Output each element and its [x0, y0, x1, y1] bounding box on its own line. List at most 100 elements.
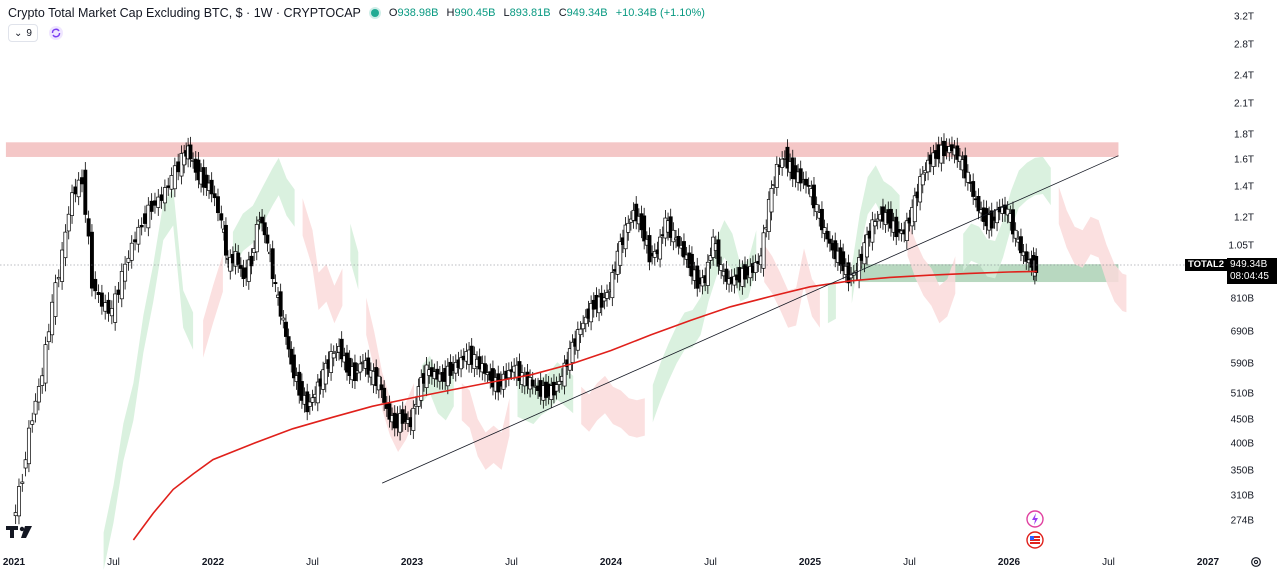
gear-icon[interactable] [1250, 556, 1262, 568]
candle-body [918, 176, 923, 203]
candle-body [822, 227, 827, 234]
candle-body [228, 256, 233, 272]
candle-body [260, 216, 265, 224]
chart-title[interactable]: Crypto Total Market Cap Excluding BTC, $… [8, 6, 361, 20]
candle-body [219, 213, 224, 221]
symbol-label: TOTAL2 [1185, 259, 1228, 271]
candle-body [682, 241, 686, 258]
candle-body [36, 386, 41, 403]
cloud-bull [652, 220, 757, 423]
candle-body [284, 321, 288, 337]
candle-body [116, 289, 121, 295]
candle-body [634, 203, 639, 222]
candle-body [1005, 208, 1010, 216]
sync-icon[interactable] [48, 25, 64, 41]
chart-header: Crypto Total Market Cap Excluding BTC, $… [8, 4, 705, 22]
candle-body [578, 328, 583, 335]
candle-body [339, 338, 344, 360]
candle-body [785, 146, 790, 169]
price-tick: 400B [1230, 438, 1254, 450]
price-tick: 510B [1230, 388, 1254, 400]
candle-body [273, 282, 278, 285]
ohlc-values: O938.98B H990.45B L893.81B C949.34B +10.… [389, 7, 705, 19]
candle-body [976, 195, 981, 212]
candle-body [376, 375, 381, 391]
candle-body [281, 317, 286, 321]
flag-icon[interactable] [1026, 531, 1044, 549]
candle-body [873, 221, 877, 227]
candle-body [53, 282, 58, 317]
candle-body [618, 241, 623, 266]
market-status-icon [370, 9, 379, 17]
cloud-bull [851, 165, 900, 304]
candle-body [103, 302, 108, 312]
candle-body [66, 213, 71, 232]
price-tick: 1.4T [1233, 181, 1254, 193]
candle-body [262, 222, 267, 236]
candle-body [188, 144, 193, 160]
candle-body [419, 377, 424, 401]
ohlc-low-key: L [503, 7, 510, 19]
tradingview-logo-icon[interactable] [6, 525, 38, 539]
candle-body [676, 235, 681, 247]
candle-body [136, 226, 141, 245]
candle-body [80, 177, 84, 185]
candle-body [33, 400, 38, 415]
time-tick: Jul [903, 557, 916, 568]
candle-body [126, 257, 131, 263]
candle-body [23, 459, 28, 469]
candle-body [501, 373, 506, 390]
candle-body [554, 384, 559, 392]
candle-body [403, 413, 408, 422]
candle-body [705, 261, 710, 286]
candle-body [583, 316, 588, 325]
candle-body [96, 292, 101, 295]
candle-body [109, 308, 114, 317]
candle-body [623, 224, 628, 250]
candle-body [804, 178, 808, 186]
candle-body [719, 264, 724, 271]
indicators-toggle-button[interactable]: ⌄ 9 [8, 24, 38, 42]
last-price-value: 949.34B [1230, 259, 1268, 270]
price-tick: 350B [1230, 465, 1254, 477]
lightning-icon[interactable] [1026, 510, 1044, 528]
cloud-bear [203, 254, 223, 358]
price-tick: 810B [1230, 293, 1254, 305]
candle-body [265, 234, 270, 244]
candle-body [931, 152, 936, 167]
time-tick: Jul [505, 557, 518, 568]
price-tick: 690B [1230, 326, 1254, 338]
candle-body [732, 275, 737, 286]
candle-body [708, 255, 713, 261]
candle-body [153, 200, 157, 206]
candle-body [825, 230, 830, 240]
time-tick: 2023 [400, 557, 424, 568]
time-tick: Jul [306, 557, 319, 568]
ohlc-low-value: 893.81B [509, 7, 551, 19]
candle-body [146, 204, 151, 229]
cloud-bear [461, 383, 510, 470]
candle-body [971, 181, 976, 197]
indicator-bar: ⌄ 9 [8, 24, 64, 42]
candle-body [40, 375, 45, 386]
price-tick: 3.2T [1233, 11, 1254, 23]
candle-body [99, 292, 104, 307]
candle-body [209, 179, 214, 195]
candle-body [86, 218, 91, 237]
candle-body [270, 248, 275, 280]
candle-body [865, 234, 869, 258]
candle-body [424, 364, 429, 389]
candle-body [827, 238, 832, 244]
candle-body [83, 169, 88, 215]
cloud-bull [827, 281, 836, 324]
candle-body [904, 220, 909, 241]
price-tick: 590B [1230, 358, 1254, 370]
candle-body [724, 268, 729, 282]
time-tick: 2026 [997, 557, 1021, 568]
price-tick: 274B [1230, 515, 1254, 527]
cloud-bear [581, 375, 645, 438]
candle-body [315, 381, 320, 404]
candle-body [780, 158, 785, 168]
candle-body [955, 145, 960, 160]
